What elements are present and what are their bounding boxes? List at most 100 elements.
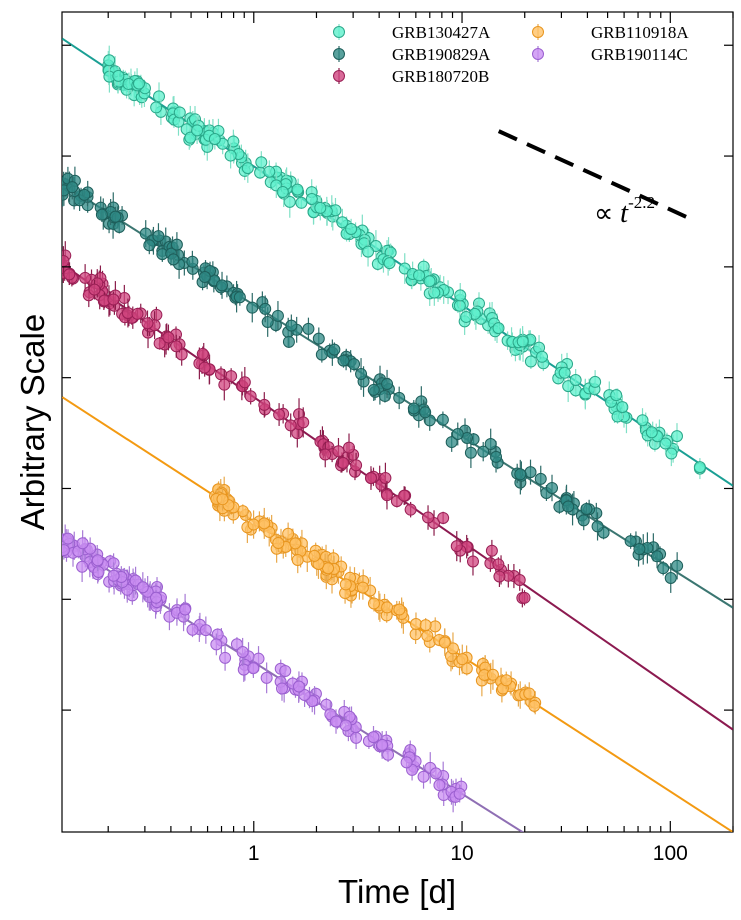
point-marker — [302, 322, 315, 335]
point-marker — [170, 238, 183, 251]
point-marker — [247, 662, 260, 675]
data-point — [179, 593, 192, 626]
data-point — [271, 301, 284, 331]
legend-label: GRB130427A — [392, 23, 491, 42]
data-point — [273, 403, 286, 426]
data-point — [103, 45, 116, 75]
point-marker — [490, 450, 503, 463]
point-marker — [624, 535, 637, 548]
data-point — [345, 218, 358, 240]
point-marker — [492, 558, 505, 571]
point-marker — [258, 517, 271, 530]
point-marker — [112, 69, 125, 82]
data-point — [419, 618, 432, 633]
data-point — [150, 100, 163, 114]
point-marker — [196, 347, 209, 360]
data-point — [337, 353, 350, 368]
point-marker — [337, 354, 350, 367]
data-point — [381, 369, 394, 399]
data-point — [536, 345, 549, 369]
point-marker — [616, 401, 629, 414]
series-grb190114c — [62, 524, 468, 813]
point-marker — [109, 210, 122, 223]
point-marker — [219, 651, 232, 664]
point-marker — [393, 391, 406, 404]
data-points — [62, 45, 706, 813]
point-marker — [657, 562, 670, 575]
data-point — [76, 530, 89, 557]
legend: GRB130427A GRB190829A GRB180720B GRB110918A… — [333, 23, 689, 86]
point-marker — [381, 601, 394, 614]
data-point — [466, 547, 479, 576]
data-point — [528, 698, 541, 713]
data-point — [62, 540, 70, 560]
point-marker — [350, 459, 363, 472]
point-marker — [63, 268, 76, 281]
data-point — [670, 423, 683, 450]
point-marker — [141, 317, 154, 330]
data-point — [383, 255, 396, 271]
point-marker — [208, 133, 221, 146]
point-marker — [284, 419, 297, 432]
point-marker — [276, 186, 289, 199]
x-axis-title: Time [d] — [338, 873, 456, 910]
point-marker — [671, 559, 684, 572]
legend-item-grb110918a: GRB110918A — [532, 23, 689, 42]
point-marker — [514, 468, 527, 481]
point-marker — [162, 331, 175, 344]
data-point — [279, 664, 292, 678]
legend-label: GRB190829A — [392, 45, 491, 64]
point-marker — [437, 511, 450, 524]
point-marker — [562, 500, 575, 513]
point-marker — [261, 315, 274, 328]
data-point — [429, 766, 442, 781]
point-marker — [291, 183, 304, 196]
point-marker — [275, 682, 288, 695]
point-marker — [558, 366, 571, 379]
point-marker — [295, 196, 308, 209]
data-point — [367, 378, 380, 401]
point-marker — [244, 390, 257, 403]
data-point — [199, 616, 212, 644]
data-point — [315, 346, 328, 363]
data-point — [191, 116, 204, 145]
point-marker — [236, 646, 249, 659]
point-marker — [355, 367, 368, 380]
point-marker — [291, 553, 304, 566]
point-marker — [79, 271, 92, 284]
data-point — [132, 77, 145, 90]
point-marker — [393, 603, 406, 616]
point-marker — [645, 426, 658, 439]
slope-prefix: ∝ — [594, 198, 620, 228]
data-point — [291, 182, 304, 197]
data-point — [302, 317, 315, 341]
legend-label: GRB190114C — [591, 45, 688, 64]
point-marker — [150, 101, 163, 114]
data-point — [659, 434, 672, 454]
point-marker — [367, 597, 380, 610]
point-marker — [92, 566, 105, 579]
point-marker — [153, 337, 166, 350]
point-marker — [78, 188, 91, 201]
data-point — [241, 153, 254, 183]
data-point — [513, 569, 526, 591]
point-marker — [580, 502, 593, 515]
point-marker — [436, 413, 449, 426]
legend-marker — [532, 48, 544, 60]
point-marker — [179, 603, 192, 616]
data-point — [259, 295, 272, 323]
point-marker — [367, 731, 380, 744]
data-point — [400, 755, 413, 770]
data-point — [247, 510, 260, 539]
point-marker — [113, 220, 126, 233]
data-point — [502, 564, 515, 588]
point-marker — [419, 619, 432, 632]
data-point — [486, 659, 499, 690]
point-marker — [343, 441, 356, 454]
point-marker — [417, 770, 430, 783]
data-point — [367, 595, 380, 612]
point-marker — [536, 350, 549, 363]
legend-item-grb190114c: GRB190114C — [532, 45, 688, 64]
data-point — [167, 252, 180, 266]
point-marker — [233, 291, 246, 304]
